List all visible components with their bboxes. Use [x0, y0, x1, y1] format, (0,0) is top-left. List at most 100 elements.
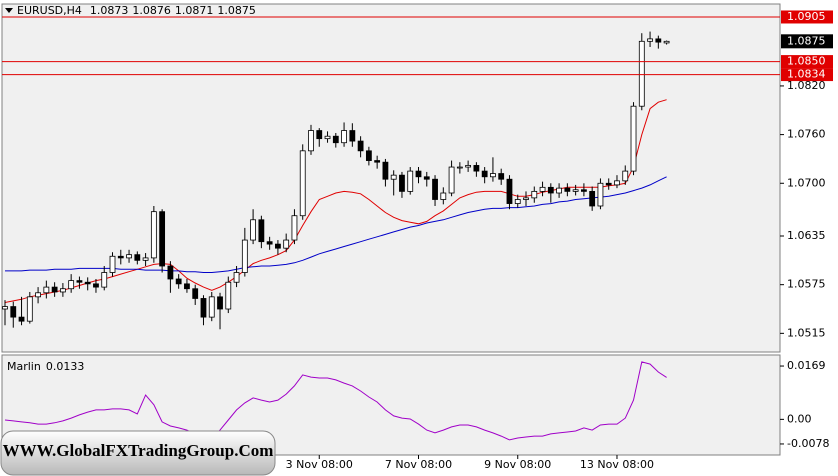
watermark-text: WWW.GlobalFXTradingGroup.Com: [3, 441, 274, 460]
candle-body: [134, 254, 141, 261]
indicator-header: Marlin 0.0133: [7, 360, 84, 373]
level-tag: [781, 10, 833, 24]
menu-triangle: [5, 8, 13, 13]
candle-body: [283, 239, 290, 249]
candle-body: [299, 150, 306, 217]
candle-body: [357, 140, 364, 152]
candle-body: [572, 189, 579, 192]
candle-body: [547, 186, 554, 194]
indicator-name: Marlin: [7, 360, 41, 373]
candle-body: [465, 165, 472, 168]
candle-body: [605, 182, 612, 186]
candle-body: [159, 211, 166, 267]
candle-body: [399, 174, 405, 192]
y-tick-label: 1.0575: [787, 278, 826, 291]
candle-body: [407, 170, 414, 192]
candle-body: [456, 166, 463, 169]
header-high: 1.0876: [132, 4, 171, 17]
candle-body: [581, 189, 587, 192]
candle-body: [258, 219, 265, 243]
y-tick-label: 1.0515: [787, 326, 826, 339]
candle-body: [26, 296, 33, 322]
header-low: 1.0871: [175, 4, 214, 17]
candle-body: [622, 170, 629, 182]
y-tick-label: 1.0635: [787, 229, 826, 242]
candle-body: [663, 40, 670, 44]
candle-body: [18, 316, 25, 322]
candle-body: [192, 288, 199, 299]
candle-body: [109, 255, 116, 273]
candle-body: [84, 281, 91, 285]
candle-body: [167, 265, 174, 280]
candle-body: [432, 178, 438, 200]
price-label: 1.0875: [787, 34, 826, 47]
plot-layer: [2, 31, 670, 441]
price-tag: [781, 34, 833, 49]
candle-body: [589, 190, 596, 207]
y-tick-label: 0.00: [787, 412, 812, 425]
candle-body: [208, 296, 215, 318]
level-label: 1.0905: [787, 10, 826, 23]
candle-body: [614, 180, 620, 186]
candle-body: [506, 178, 513, 204]
header-open: 1.0873: [90, 4, 129, 17]
candle-body: [490, 173, 496, 178]
candle-body: [68, 280, 75, 290]
candle-body: [76, 280, 83, 283]
candle-body: [126, 254, 132, 259]
candle-body: [341, 130, 347, 144]
candle-body: [415, 170, 422, 178]
candle-body: [117, 255, 124, 259]
candle-body: [440, 192, 447, 200]
candle-body: [2, 306, 8, 310]
candle-body: [316, 130, 323, 140]
candle-body: [35, 292, 41, 298]
candle-body: [241, 239, 248, 273]
candle-body: [142, 257, 149, 261]
x-tick-label: 9 Nov 08:00: [484, 458, 551, 471]
x-tick-label: 3 Nov 08:00: [286, 458, 353, 471]
candle-body: [250, 219, 257, 241]
watermark: WWW.GlobalFXTradingGroup.Com: [0, 430, 276, 476]
candle-body: [275, 243, 281, 249]
candle-body: [349, 130, 356, 142]
candle-body: [308, 130, 314, 152]
level-tag: [781, 55, 833, 69]
candle-body: [539, 186, 546, 192]
y-tick-label: 0.0169: [787, 359, 826, 372]
indicator-value: 0.0133: [46, 360, 85, 373]
candle-body: [150, 211, 157, 259]
header-close: 1.0875: [217, 4, 256, 17]
y-tick-label: 1.0700: [787, 176, 826, 189]
chart-header: EURUSD,H4 1.0873 1.0876 1.0871 1.0875: [17, 4, 256, 17]
candle-body: [638, 40, 645, 107]
candle-body: [655, 38, 662, 43]
candle-body: [217, 296, 223, 310]
candle-body: [93, 283, 99, 288]
candle-body: [225, 281, 232, 310]
candle-body: [200, 298, 207, 318]
y-tick-label: -0.0078: [787, 437, 829, 450]
candle-body: [647, 38, 653, 42]
candle-body: [332, 135, 339, 144]
candle-body: [101, 272, 108, 288]
candle-body: [514, 199, 521, 204]
watermark-box: [0, 430, 276, 476]
x-tick-label: 13 Nov 08:00: [580, 458, 654, 471]
x-tick-label: 7 Nov 08:00: [385, 458, 452, 471]
candle-body: [630, 105, 637, 172]
candle-body: [498, 173, 505, 180]
candle-body: [473, 165, 480, 172]
candle-body: [390, 174, 397, 180]
candle-body: [564, 187, 571, 192]
candle-body: [233, 272, 240, 283]
y-tick-label: 1.0820: [787, 79, 826, 92]
level-tag: [781, 68, 833, 82]
candle-body: [184, 283, 190, 290]
candle-body: [531, 190, 538, 199]
candle-body: [481, 170, 488, 178]
level-label: 1.0834: [787, 68, 826, 81]
candle-body: [597, 182, 604, 207]
candle-body: [175, 278, 182, 285]
